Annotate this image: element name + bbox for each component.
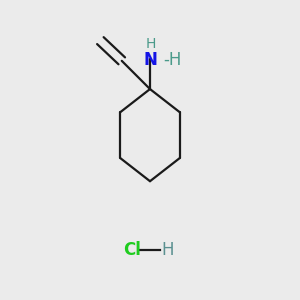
Text: H: H [161, 241, 173, 259]
Text: H: H [146, 37, 156, 51]
Text: Cl: Cl [123, 241, 141, 259]
Text: -H: -H [164, 51, 182, 69]
Text: N: N [144, 51, 158, 69]
